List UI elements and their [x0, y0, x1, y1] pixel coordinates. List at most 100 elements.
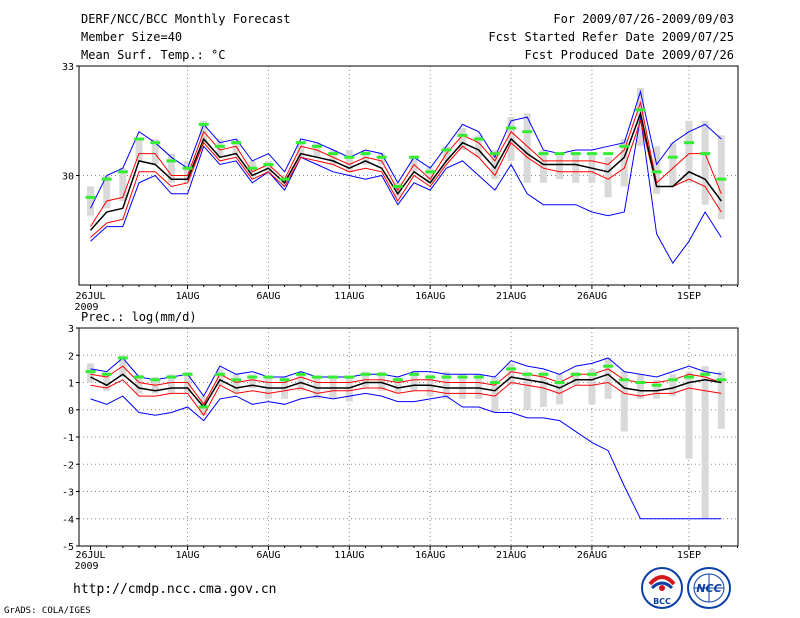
- y-tick-label: -2: [62, 460, 74, 471]
- y-tick-label: -4: [62, 515, 74, 526]
- spread-box: [87, 186, 94, 216]
- spread-box: [572, 153, 580, 183]
- forecast-period: For 2009/07/26-2009/09/03: [553, 12, 734, 26]
- y-tick-label: 1: [68, 379, 74, 390]
- spread-box: [653, 379, 661, 399]
- spread-box: [701, 120, 709, 205]
- spread-box: [491, 149, 499, 180]
- spread-box: [539, 371, 547, 408]
- spread-box: [685, 120, 693, 183]
- spread-box: [475, 374, 483, 399]
- spread-box: [216, 368, 224, 386]
- ensemble-mean-line: [89, 110, 722, 231]
- y-tick-label: 30: [62, 172, 74, 183]
- x-tick-label: 6AUG: [256, 291, 280, 302]
- spread-box: [459, 128, 467, 150]
- x-tick-label: 11AUG: [334, 550, 364, 561]
- spread-box: [297, 371, 305, 391]
- y-tick-label: -5: [62, 542, 74, 553]
- y-tick-label: 2: [68, 351, 74, 362]
- spread-high-line: [90, 100, 722, 227]
- spread-box: [184, 160, 192, 183]
- spread-box: [669, 374, 677, 397]
- spread-low-line: [90, 379, 722, 417]
- spread-box: [653, 146, 661, 194]
- x-tick-label: 6AUG: [256, 550, 280, 561]
- spread-box: [636, 374, 644, 399]
- x-tick-label: 16AUG: [415, 550, 445, 561]
- bcc-logo-text: BCC: [653, 597, 671, 606]
- spread-box: [556, 374, 564, 405]
- x-tick-label: 26AUG: [577, 550, 607, 561]
- temperature-panel: 26JUL 1AUG 6AUG 11AUG 16AUG 21AUG 26AUG 1SEP 200…: [62, 62, 739, 313]
- ensemble-mean-line: [90, 373, 722, 409]
- y-tick-label: -3: [62, 488, 74, 499]
- spread-box: [216, 139, 224, 158]
- spread-box: [378, 371, 386, 391]
- spread-box: [232, 374, 240, 394]
- spread-box: [491, 377, 499, 413]
- grads-credit: GrADS: COLA/IGES: [4, 606, 91, 616]
- source-url[interactable]: http://cmdp.ncc.cma.gov.cn: [73, 582, 277, 597]
- variable-label: Mean Surf. Temp.: °C: [81, 48, 226, 62]
- x-tick-label: 1AUG: [176, 291, 200, 302]
- spread-box: [135, 139, 143, 161]
- spread-box: [297, 142, 305, 158]
- spread-box: [281, 175, 289, 187]
- x-tick-label: 1AUG: [176, 550, 200, 561]
- spread-box: [507, 363, 515, 386]
- spread-box: [378, 153, 386, 165]
- spread-box: [345, 377, 353, 402]
- spread-box: [588, 368, 596, 405]
- envelope-low-line: [90, 117, 722, 265]
- x-year-label: 2009: [74, 302, 98, 313]
- x-tick-label: 11AUG: [334, 291, 364, 302]
- spread-box: [572, 371, 580, 386]
- spread-high-line: [90, 365, 722, 406]
- y-tick-label: -1: [62, 433, 74, 444]
- x-tick-label: 1SEP: [677, 291, 701, 302]
- x-tick-label: 21AUG: [496, 550, 526, 561]
- spread-box: [103, 175, 111, 209]
- spread-box: [523, 113, 531, 183]
- x-year-label: 2009: [74, 561, 98, 572]
- envelope-high-line: [90, 357, 722, 398]
- spread-box: [119, 168, 127, 202]
- spread-box: [620, 371, 628, 432]
- spread-box: [459, 374, 467, 399]
- spread-box: [426, 168, 434, 183]
- envelope-low-line: [90, 392, 722, 520]
- bcc-logo-icon: BCC: [641, 567, 683, 609]
- x-tick-label: 26AUG: [577, 291, 607, 302]
- spread-box: [248, 374, 256, 388]
- forecast-start-date: Fcst Started Refer Date 2009/07/25: [488, 30, 734, 44]
- precip-variable-label: Prec.: log(mm/d): [81, 310, 197, 324]
- spread-box: [394, 377, 402, 394]
- precipitation-panel: 26JUL 1AUG 6AUG 11AUG 16AUG 21AUG 26AUG 1SEP 200…: [62, 324, 739, 572]
- spread-box: [604, 357, 612, 399]
- x-tick-label: 16AUG: [415, 291, 445, 302]
- spread-box: [475, 135, 483, 158]
- spread-box: [685, 371, 693, 459]
- x-tick-label: 26JUL: [75, 291, 105, 302]
- forecast-produced-date: Fcst Produced Date 2009/07/26: [524, 48, 734, 62]
- spread-box: [701, 366, 709, 519]
- spread-box: [410, 371, 418, 391]
- ncc-logo-text: NCC: [696, 582, 721, 595]
- envelope-high-line: [90, 89, 722, 209]
- spread-box: [151, 139, 159, 165]
- spread-box: [167, 153, 175, 183]
- spread-box: [669, 142, 677, 187]
- spread-box: [345, 149, 353, 172]
- y-tick-label: 3: [68, 324, 74, 335]
- spread-box: [620, 139, 628, 187]
- spread-box: [604, 157, 612, 198]
- spread-box: [717, 135, 725, 220]
- spread-box: [442, 371, 450, 399]
- spread-box: [167, 374, 175, 394]
- x-tick-label: 26JUL: [75, 550, 105, 561]
- chart-title: DERF/NCC/BCC Monthly Forecast: [81, 12, 291, 26]
- spread-low-line: [90, 119, 722, 238]
- spread-box: [103, 371, 111, 391]
- spread-box: [556, 153, 564, 180]
